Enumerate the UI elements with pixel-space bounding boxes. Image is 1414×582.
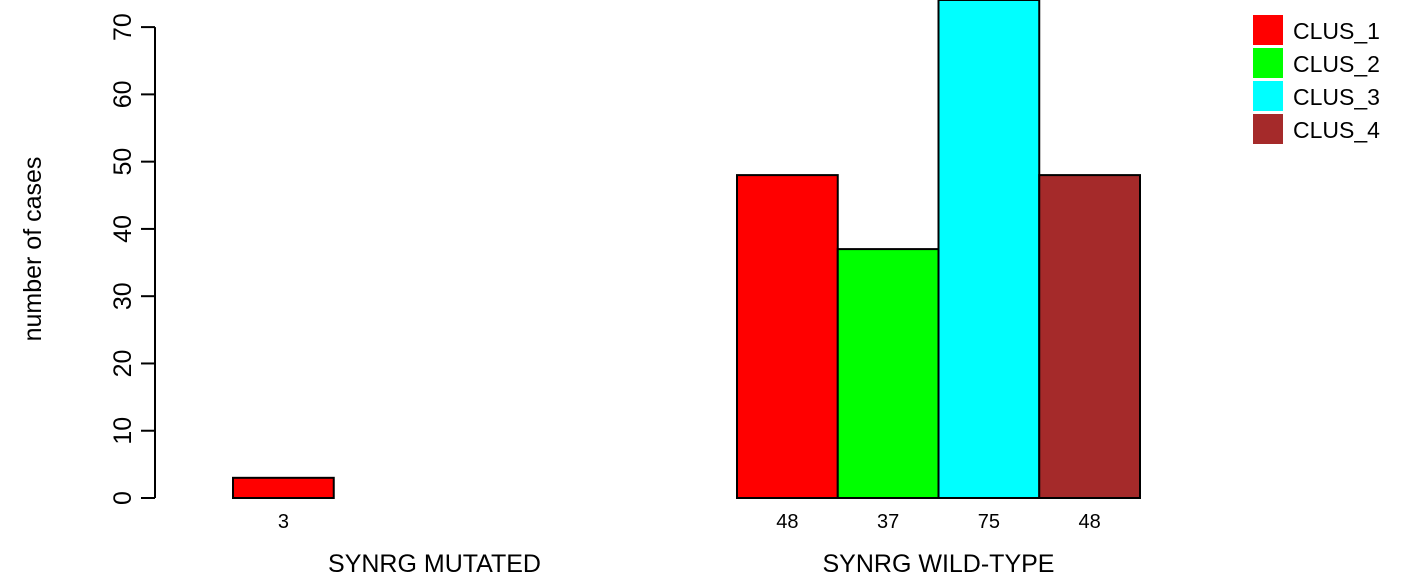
y-tick-label: 50 (109, 148, 137, 176)
bar-value-label: 48 (776, 511, 798, 533)
y-tick-label: 30 (109, 282, 137, 310)
legend-swatch (1253, 48, 1283, 78)
y-axis: 0 10 20 30 40 50 60 70 (109, 13, 156, 505)
legend-swatch (1253, 81, 1283, 111)
y-axis-label: number of cases (19, 157, 47, 342)
legend-label: CLUS_2 (1293, 51, 1380, 77)
legend: CLUS_1 CLUS_2 CLUS_3 CLUS_4 (1253, 15, 1380, 144)
legend-item: CLUS_2 (1253, 48, 1380, 78)
legend-item: CLUS_1 (1253, 15, 1380, 45)
bar-group: 48 37 75 48 SYNRG WILD-TYPE (736, 0, 1141, 578)
y-tick-label: 10 (109, 417, 137, 445)
category-label: SYNRG MUTATED (328, 550, 541, 578)
legend-item: CLUS_4 (1253, 114, 1380, 144)
bar (836, 248, 940, 499)
y-tick-label: 40 (109, 215, 137, 243)
bar (232, 476, 335, 499)
y-tick-label: 60 (109, 80, 137, 108)
legend-label: CLUS_1 (1293, 18, 1380, 44)
y-tick-label: 20 (109, 350, 137, 378)
legend-label: CLUS_4 (1293, 117, 1380, 143)
legend-item: CLUS_3 (1253, 81, 1380, 111)
legend-swatch (1253, 114, 1283, 144)
bar-value-label: 75 (978, 511, 1000, 533)
bar-group: 3 SYNRG MUTATED (232, 476, 541, 578)
bar (736, 174, 839, 499)
bar (937, 0, 1041, 499)
legend-swatch (1253, 15, 1283, 45)
bar (1038, 174, 1141, 499)
bar-value-label: 3 (278, 511, 289, 533)
legend-label: CLUS_3 (1293, 84, 1380, 110)
bar-groups: 3 SYNRG MUTATED 48 37 75 48 SYNRG WILD-TYPE (232, 0, 1141, 578)
bar-value-label: 37 (877, 511, 899, 533)
y-tick-label: 70 (109, 13, 137, 41)
category-label: SYNRG WILD-TYPE (823, 550, 1055, 578)
y-tick-label: 0 (109, 491, 137, 505)
bar-value-label: 48 (1079, 511, 1101, 533)
